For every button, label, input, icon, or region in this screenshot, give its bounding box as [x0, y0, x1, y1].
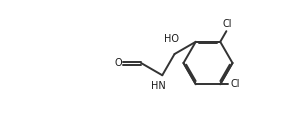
Text: Cl: Cl: [223, 19, 232, 29]
Text: HO: HO: [164, 34, 179, 44]
Text: O: O: [115, 58, 122, 68]
Text: Cl: Cl: [230, 79, 240, 89]
Text: HN: HN: [151, 81, 166, 91]
